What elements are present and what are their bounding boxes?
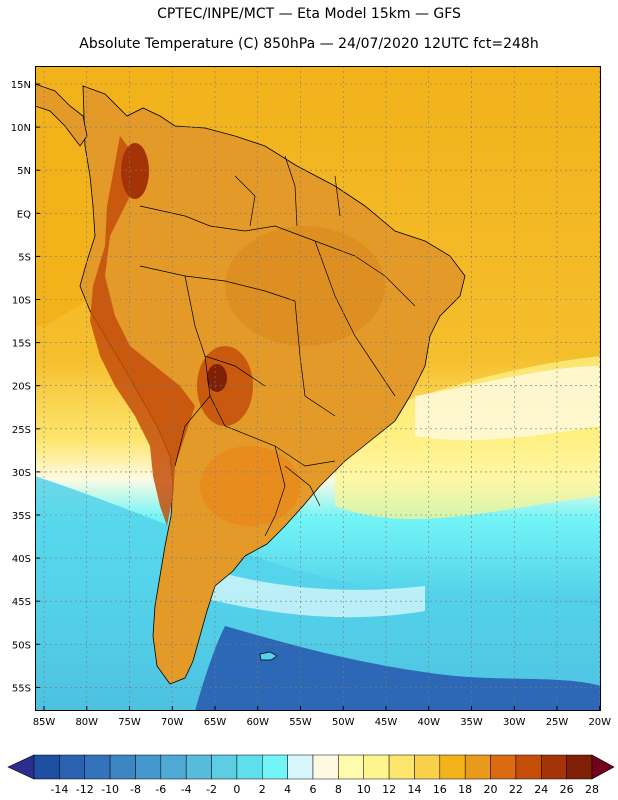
colorbar-label: 26 bbox=[560, 783, 574, 796]
colorbar-label: 0 bbox=[233, 783, 240, 796]
colorbar-swatch bbox=[338, 754, 364, 780]
colorbar-label: 18 bbox=[458, 783, 472, 796]
lon-tick-label: 85W bbox=[33, 717, 56, 728]
colorbar-label: 4 bbox=[284, 783, 291, 796]
lat-tick-label: 5N bbox=[17, 166, 31, 177]
colorbar-swatch bbox=[262, 754, 288, 780]
lat-tick-label: 45S bbox=[12, 597, 31, 608]
colorbar-label: -2 bbox=[206, 783, 217, 796]
lat-tick-label: 10S bbox=[12, 296, 31, 307]
falkland-islands bbox=[259, 651, 278, 661]
colorbar-swatch bbox=[160, 754, 187, 780]
colorbar-label: -4 bbox=[181, 783, 192, 796]
colorbar-swatch bbox=[211, 754, 238, 780]
colorbar-label: 22 bbox=[509, 783, 523, 796]
pampas-warm-zone bbox=[200, 446, 300, 526]
colorbar-label: 20 bbox=[484, 783, 498, 796]
lat-tick-label: 10N bbox=[11, 123, 31, 134]
colorbar-swatch bbox=[439, 754, 466, 780]
colorbar-swatch bbox=[287, 754, 314, 780]
lat-tick-label: 15N bbox=[11, 80, 31, 91]
lon-tick-label: 40W bbox=[417, 717, 440, 728]
temperature-colorbar: -14 -12 -10 -8 -6 -4 -2 0 2 4 6 8 10 12 14 16 18 20 22 24 26… bbox=[7, 754, 615, 796]
lat-tick-label: 25S bbox=[12, 425, 31, 436]
atlantic-white-plume bbox=[415, 366, 601, 441]
colorbar-label: -8 bbox=[130, 783, 141, 796]
colorbar-label: 28 bbox=[585, 783, 599, 796]
colorbar-swatch bbox=[515, 754, 542, 780]
lon-tick-label: 30W bbox=[503, 717, 526, 728]
temperature-map bbox=[35, 66, 601, 711]
lon-tick-label: 70W bbox=[161, 717, 184, 728]
colorbar-swatch bbox=[566, 754, 593, 780]
lat-tick-label: EQ bbox=[17, 209, 31, 220]
lat-tick-label: 30S bbox=[12, 468, 31, 479]
colorbar-swatch bbox=[363, 754, 390, 780]
colorbar-swatch bbox=[135, 754, 162, 780]
lon-tick-label: 25W bbox=[546, 717, 569, 728]
colorbar-swatch bbox=[236, 754, 263, 780]
lat-tick-label: 15S bbox=[12, 339, 31, 350]
lon-tick-label: 55W bbox=[289, 717, 312, 728]
chart-title: CPTEC/INPE/MCT — Eta Model 15km — GFS bbox=[157, 6, 461, 22]
lat-tick-label: 5S bbox=[18, 252, 31, 263]
lon-tick-label: 75W bbox=[118, 717, 141, 728]
chaco-hot-core bbox=[207, 364, 227, 392]
lat-tick-label: 55S bbox=[12, 683, 31, 694]
colorbar-swatch bbox=[388, 754, 415, 780]
colorbar-label: 16 bbox=[433, 783, 447, 796]
lon-tick-label: 65W bbox=[204, 717, 227, 728]
lon-tick-label: 60W bbox=[246, 717, 269, 728]
colorbar-high-arrow bbox=[591, 754, 615, 780]
central-america-land bbox=[35, 83, 88, 147]
colorbar-swatch bbox=[185, 754, 212, 780]
southern-light-band bbox=[195, 566, 425, 618]
colorbar-swatch bbox=[464, 754, 491, 780]
lat-tick-label: 50S bbox=[12, 640, 31, 651]
colorbar-swatch bbox=[312, 754, 339, 780]
south-cold-core bbox=[195, 626, 601, 711]
lat-tick-label: 40S bbox=[12, 554, 31, 565]
andes-hot-core bbox=[90, 136, 195, 526]
colorbar-swatch bbox=[541, 754, 567, 780]
colorbar-swatch bbox=[490, 754, 517, 780]
colorbar-label: 24 bbox=[534, 783, 548, 796]
colorbar-label: 2 bbox=[259, 783, 266, 796]
colorbar-label: -10 bbox=[101, 783, 119, 796]
colombia-hot-core bbox=[121, 143, 149, 199]
colorbar-label: -6 bbox=[155, 783, 166, 796]
lon-tick-label: 35W bbox=[460, 717, 483, 728]
map-border bbox=[35, 66, 601, 711]
colorbar-label: -12 bbox=[76, 783, 94, 796]
colorbar-swatch bbox=[33, 754, 60, 780]
colorbar-label: 14 bbox=[407, 783, 421, 796]
lon-tick-label: 80W bbox=[75, 717, 98, 728]
chart-subtitle: Absolute Temperature (C) 850hPa — 24/07/… bbox=[79, 36, 539, 52]
colorbar-label: 8 bbox=[335, 783, 342, 796]
colorbar-swatch bbox=[59, 754, 85, 780]
country-borders bbox=[139, 155, 416, 537]
colorbar-label: -14 bbox=[50, 783, 68, 796]
colorbar-swatch bbox=[109, 754, 136, 780]
map-graticule bbox=[35, 66, 601, 711]
lat-tick-label: 35S bbox=[12, 511, 31, 522]
colorbar-label: 12 bbox=[382, 783, 396, 796]
lon-tick-label: 50W bbox=[332, 717, 355, 728]
lon-tick-label: 45W bbox=[375, 717, 398, 728]
colorbar-low-arrow bbox=[7, 754, 35, 780]
lon-tick-label: 20W bbox=[588, 717, 611, 728]
colorbar-label: 6 bbox=[310, 783, 317, 796]
colorbar-label: 10 bbox=[357, 783, 371, 796]
colorbar-swatch bbox=[414, 754, 441, 780]
lat-tick-label: 20S bbox=[12, 382, 31, 393]
colorbar-swatch bbox=[84, 754, 111, 780]
